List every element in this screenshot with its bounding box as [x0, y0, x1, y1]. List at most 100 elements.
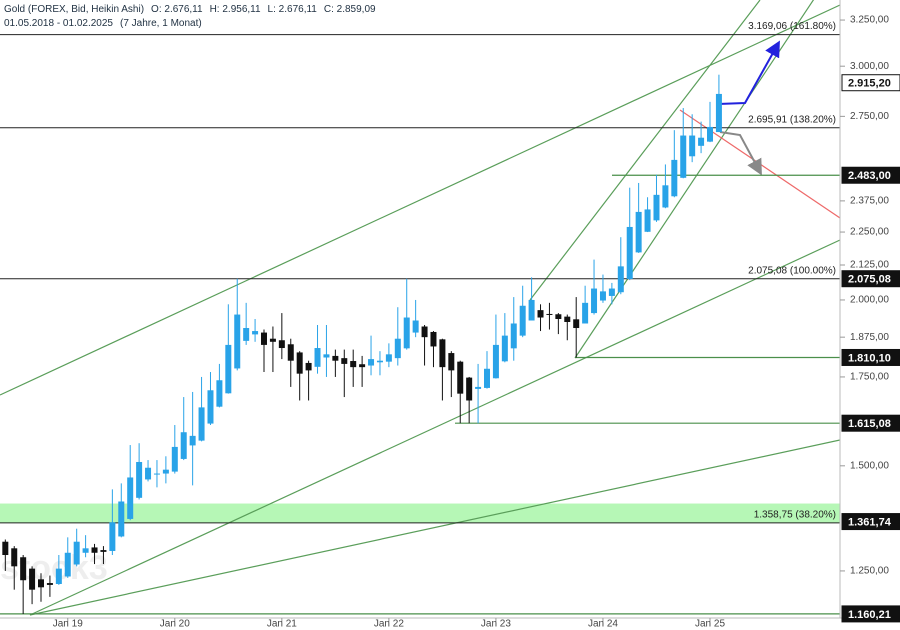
candle-body	[55, 568, 62, 584]
x-tick-label: Jan 24	[588, 619, 618, 630]
candle-body	[466, 377, 473, 401]
candle-body	[323, 354, 330, 358]
header-line: Gold (FOREX, Bid, Heikin Ashi) O: 2.676,1…	[4, 3, 383, 17]
candle-body	[591, 288, 598, 314]
candle-body	[11, 548, 18, 567]
candle-body	[662, 185, 669, 208]
price-tag-label: 1.615,08	[848, 418, 891, 430]
candle-body	[689, 135, 696, 157]
candle-body	[546, 313, 553, 315]
candle-body	[82, 548, 89, 553]
y-tick-label: 1.875,00	[850, 332, 889, 343]
x-tick-label: Jan 19	[53, 619, 83, 630]
x-tick-label: Jan 21	[267, 619, 297, 630]
level-label: 2.075,08 (100.00%)	[748, 265, 836, 276]
candle-body	[305, 362, 312, 371]
header: Gold (FOREX, Bid, Heikin Ashi) O: 2.676,1…	[4, 3, 383, 31]
candle-body	[528, 299, 535, 321]
level-label: 3.169,06 (161.80%)	[748, 21, 836, 32]
candle-body	[403, 317, 410, 349]
candle-body	[599, 291, 606, 301]
trendline	[29, 439, 840, 616]
price-tag-label: 1.361,74	[848, 516, 892, 528]
ohlc: O: 2.676,11	[151, 4, 203, 15]
zone	[0, 503, 840, 523]
candle-body	[332, 355, 339, 361]
candle-body	[519, 305, 526, 336]
candle-body	[162, 469, 169, 474]
price-tag-label: 2.915,20	[848, 78, 891, 90]
candle-body	[671, 159, 678, 197]
candle-body	[421, 326, 428, 338]
price-tag	[841, 605, 900, 623]
x-tick-label: Jan 20	[160, 619, 190, 630]
candle-body	[296, 352, 303, 374]
price-tag	[841, 74, 900, 92]
candle-body	[555, 314, 562, 320]
candle-body	[359, 364, 366, 368]
level-label: 2.695,91 (138.20%)	[748, 114, 836, 125]
y-tick-label: 2.375,00	[850, 196, 889, 207]
y-tick-label: 2.125,00	[850, 260, 889, 271]
candle-body	[145, 467, 152, 480]
y-tick-label: 2.250,00	[850, 227, 889, 238]
span: (7 Jahre, 1 Monat)	[119, 18, 202, 29]
y-tick-label: 1.500,00	[850, 460, 889, 471]
price-tag-label: 1.160,21	[848, 609, 891, 621]
price-tag-label: 2.075,08	[848, 274, 891, 286]
axis-layer: 3.250,00 3.000,00 2.750,00 2.375,00 2.250,00…	[53, 15, 900, 630]
candle-body	[38, 579, 44, 588]
trendline	[574, 0, 815, 359]
candle-body	[617, 266, 624, 293]
candle-body	[64, 552, 71, 577]
candle-body	[20, 557, 27, 581]
candle-body	[439, 339, 446, 368]
price-tag	[841, 270, 900, 288]
candle-body	[198, 407, 205, 441]
x-tick-label: Jan 25	[695, 619, 725, 630]
ohlc: C: 2.859,09	[323, 4, 376, 15]
header-line: 01.05.2018 - 01.02.2025 (7 Jahre, 1 Monat…	[4, 17, 383, 31]
candle-body	[2, 541, 9, 556]
price-tag-label: 2.483,00	[848, 170, 891, 182]
candle-body	[287, 344, 294, 361]
y-tick-label: 1.750,00	[850, 372, 889, 383]
up-arrow	[717, 40, 780, 105]
candle-body	[136, 461, 143, 498]
candle-body	[261, 332, 267, 345]
title: Gold (FOREX, Bid, Heikin Ashi)	[4, 4, 145, 15]
candle-body	[243, 328, 250, 341]
ohlc: L: 2.676,11	[267, 4, 317, 15]
y-tick-label: 1.250,00	[850, 566, 889, 577]
candle-body	[46, 583, 53, 585]
ohlc: H: 2.956,11	[209, 4, 261, 15]
price-tag	[841, 513, 900, 531]
price-tag	[841, 166, 900, 184]
date-range: 01.05.2018 - 01.02.2025	[4, 18, 113, 29]
candle-body	[269, 338, 276, 342]
candle-body	[564, 316, 571, 322]
y-tick-label: 2.000,00	[850, 295, 889, 306]
down-arrow	[719, 131, 762, 176]
y-tick-label: 2.750,00	[850, 111, 889, 122]
candle-body	[171, 446, 178, 472]
candles	[2, 74, 722, 615]
candle-body	[484, 368, 490, 388]
candle-body	[644, 209, 651, 232]
price-tag	[841, 414, 900, 432]
level-label: 1.358,75 (38.20%)	[754, 509, 836, 520]
candle-body	[653, 194, 660, 221]
candle-body	[492, 344, 499, 379]
candle-body	[573, 319, 580, 329]
candle-body	[234, 314, 241, 369]
candle-body	[73, 541, 80, 565]
candle-body	[385, 354, 392, 362]
candle-body	[582, 302, 589, 324]
candle-body	[680, 135, 687, 178]
candle-body	[698, 137, 705, 146]
trendline	[529, 0, 761, 301]
level-layer: 3.169,06 (161.80%) 2.695,91 (138.20%) 2.07…	[0, 21, 840, 615]
trendline	[0, 4, 840, 396]
